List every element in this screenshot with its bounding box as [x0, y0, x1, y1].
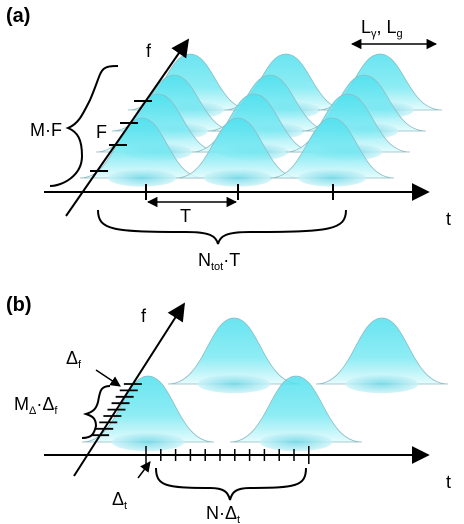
f-axis-label-a: f	[146, 41, 152, 61]
f-ticks-b	[91, 383, 142, 437]
gaussian-b-r1-c1	[167, 317, 301, 394]
t-axis-label-a: t	[446, 209, 451, 229]
gaussian-a-r4-c3	[269, 117, 395, 187]
ntot-brace	[97, 209, 347, 245]
mdelta-brace	[81, 385, 111, 439]
gaussian-a-r4-c1	[79, 117, 205, 187]
gaussian-a-r4-c2	[175, 117, 301, 187]
panel-b: (b) f t Δf MΔ·Δf Δt N·Δt	[6, 294, 451, 524]
t-ticks-a	[145, 184, 334, 200]
t-period-label: T	[180, 206, 191, 226]
f-axis-a	[65, 38, 190, 217]
gaussian-grid-b	[81, 317, 449, 452]
delta-t-label: Δt	[112, 489, 127, 512]
mdelta-label: MΔ·Δf	[14, 394, 58, 417]
f-spacing-label: F	[96, 122, 107, 142]
ndelta-brace	[155, 467, 307, 501]
delta-t-arrow	[137, 461, 151, 479]
panel-a: (a) f t Lγ, Lg M·F F T	[6, 5, 451, 273]
f-axis-label-b: f	[141, 306, 147, 326]
gaussian-b-r1-c2	[315, 317, 449, 394]
mf-brace	[49, 65, 119, 187]
f-ticks-a	[90, 100, 152, 172]
delta-f-label: Δf	[66, 348, 82, 371]
ndelta-label: N·Δt	[206, 503, 240, 524]
gaussian-grid-a	[79, 53, 443, 187]
panel-a-label: (a)	[6, 5, 30, 27]
gaussian-b-r2-c1	[81, 375, 215, 452]
delta-f-arrow	[95, 369, 121, 387]
gaussian-b-r2-c2	[229, 375, 363, 452]
t-axis-label-b: t	[446, 472, 451, 492]
size-label: Lγ, Lg	[361, 17, 403, 40]
t-ticks-b	[145, 446, 310, 464]
ntot-label: Ntot·T	[198, 250, 240, 273]
mf-label: M·F	[30, 120, 62, 140]
panel-b-label: (b)	[6, 294, 32, 316]
